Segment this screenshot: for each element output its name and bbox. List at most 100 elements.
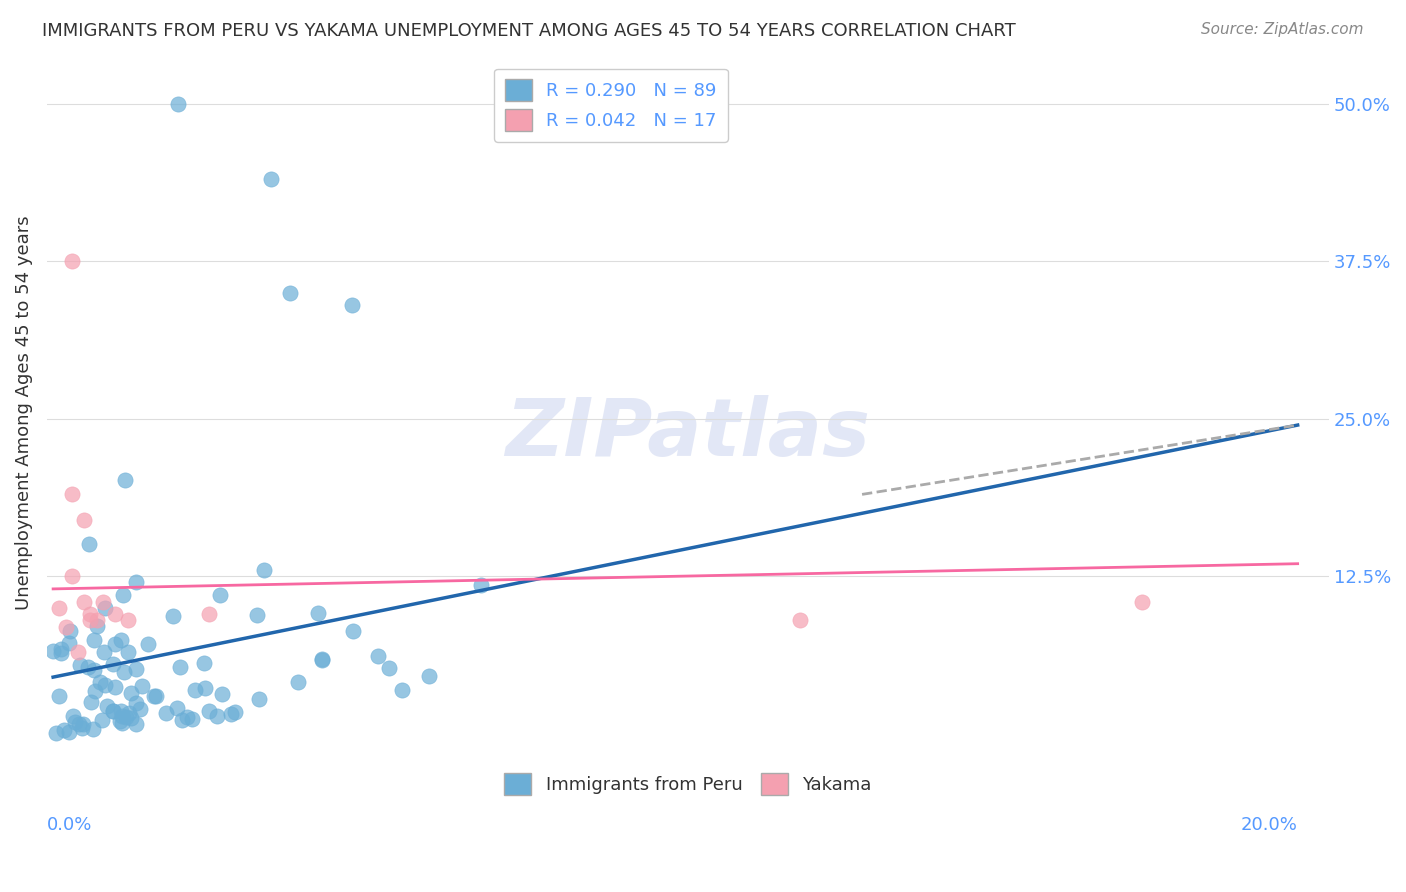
Point — [51, 646, 73, 660]
Point — [170, 713, 193, 727]
Point — [211, 687, 233, 701]
Point — [249, 692, 271, 706]
Point — [111, 716, 134, 731]
Legend: Immigrants from Peru, Yakama: Immigrants from Peru, Yakama — [494, 762, 883, 805]
Point — [79, 537, 101, 551]
Point — [789, 614, 811, 628]
Point — [60, 487, 83, 501]
Point — [367, 648, 389, 663]
Point — [136, 637, 159, 651]
Point — [166, 701, 188, 715]
Point — [108, 714, 131, 728]
Point — [104, 681, 127, 695]
Point — [142, 689, 165, 703]
Point — [120, 711, 142, 725]
Point — [110, 704, 132, 718]
Point — [72, 716, 94, 731]
Point — [391, 683, 413, 698]
Point — [162, 609, 184, 624]
Text: Source: ZipAtlas.com: Source: ZipAtlas.com — [1201, 22, 1364, 37]
Point — [169, 659, 191, 673]
Point — [184, 683, 207, 698]
Point — [91, 594, 114, 608]
Point — [103, 637, 125, 651]
Point — [69, 658, 91, 673]
Point — [94, 600, 117, 615]
Point — [48, 689, 70, 703]
Point — [60, 569, 83, 583]
Point — [110, 633, 132, 648]
Point — [65, 715, 87, 730]
Point — [83, 633, 105, 648]
Point — [197, 704, 219, 718]
Point — [114, 473, 136, 487]
Point — [72, 721, 94, 735]
Point — [166, 96, 188, 111]
Point — [58, 636, 80, 650]
Point — [470, 578, 492, 592]
Point — [67, 717, 90, 731]
Point — [117, 645, 139, 659]
Point — [101, 657, 124, 671]
Point — [111, 588, 134, 602]
Point — [253, 563, 276, 577]
Text: 0.0%: 0.0% — [46, 816, 93, 834]
Point — [73, 513, 96, 527]
Point — [55, 620, 77, 634]
Point — [340, 298, 363, 312]
Point — [260, 172, 283, 186]
Point — [52, 723, 75, 738]
Point — [112, 665, 135, 680]
Point — [49, 641, 72, 656]
Point — [114, 710, 136, 724]
Point — [45, 726, 67, 740]
Point — [278, 285, 301, 300]
Point — [82, 722, 104, 736]
Point — [197, 607, 219, 621]
Point — [101, 704, 124, 718]
Text: IMMIGRANTS FROM PERU VS YAKAMA UNEMPLOYMENT AMONG AGES 45 TO 54 YEARS CORRELATIO: IMMIGRANTS FROM PERU VS YAKAMA UNEMPLOYM… — [42, 22, 1017, 40]
Point — [66, 645, 89, 659]
Point — [90, 713, 112, 727]
Point — [59, 624, 82, 638]
Point — [128, 702, 150, 716]
Point — [80, 695, 103, 709]
Y-axis label: Unemployment Among Ages 45 to 54 years: Unemployment Among Ages 45 to 54 years — [15, 215, 32, 610]
Point — [89, 674, 111, 689]
Point — [205, 708, 228, 723]
Point — [209, 588, 232, 602]
Point — [307, 606, 329, 620]
Point — [62, 708, 84, 723]
Point — [42, 643, 65, 657]
Point — [342, 624, 364, 639]
Point — [194, 681, 217, 695]
Point — [118, 706, 141, 721]
Point — [117, 614, 139, 628]
Point — [96, 699, 118, 714]
Point — [221, 707, 243, 722]
Point — [311, 653, 333, 667]
Point — [176, 710, 198, 724]
Point — [418, 668, 440, 682]
Point — [94, 678, 117, 692]
Point — [224, 705, 246, 719]
Point — [101, 705, 124, 719]
Point — [378, 661, 401, 675]
Point — [125, 696, 148, 710]
Point — [1130, 594, 1153, 608]
Point — [79, 614, 101, 628]
Point — [180, 713, 202, 727]
Text: ZIPatlas: ZIPatlas — [505, 394, 870, 473]
Point — [58, 724, 80, 739]
Point — [86, 614, 108, 628]
Point — [48, 600, 70, 615]
Point — [311, 652, 333, 666]
Point — [125, 575, 148, 590]
Point — [155, 706, 177, 721]
Point — [193, 657, 215, 671]
Point — [73, 594, 96, 608]
Text: 20.0%: 20.0% — [1240, 816, 1298, 834]
Point — [79, 607, 101, 621]
Point — [111, 708, 134, 723]
Point — [131, 679, 153, 693]
